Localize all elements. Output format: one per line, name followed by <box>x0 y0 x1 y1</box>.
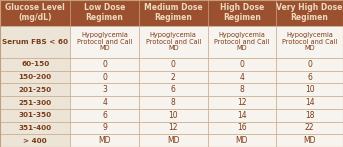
Bar <box>208 0 276 26</box>
Bar <box>139 71 208 83</box>
Text: Serum FBS < 60: Serum FBS < 60 <box>2 39 68 45</box>
Text: Hypoglycemia
Protocol and Call
MD: Hypoglycemia Protocol and Call MD <box>214 32 270 51</box>
Text: 22: 22 <box>305 123 314 132</box>
Text: 10: 10 <box>168 111 178 120</box>
Text: MD: MD <box>303 136 316 145</box>
Bar <box>70 26 139 58</box>
Text: > 400: > 400 <box>23 138 47 144</box>
Text: 0: 0 <box>239 60 244 69</box>
Text: 12: 12 <box>168 123 178 132</box>
Text: 14: 14 <box>305 98 315 107</box>
Bar <box>208 71 276 83</box>
Text: 0: 0 <box>171 60 176 69</box>
Bar <box>139 0 208 26</box>
Text: 18: 18 <box>305 111 314 120</box>
Text: Low Dose
Regimen: Low Dose Regimen <box>84 3 125 22</box>
Text: 0: 0 <box>102 73 107 82</box>
Bar <box>276 134 343 147</box>
Text: Hypoglycemia
Protocol and Call
MD: Hypoglycemia Protocol and Call MD <box>145 32 201 51</box>
Text: 201-250: 201-250 <box>19 87 52 93</box>
Text: Hypoglycemia
Protocol and Call
MD: Hypoglycemia Protocol and Call MD <box>77 32 132 51</box>
Bar <box>0 122 70 134</box>
Bar <box>70 71 139 83</box>
Text: 9: 9 <box>102 123 107 132</box>
Bar <box>208 26 276 58</box>
Text: 3: 3 <box>102 85 107 94</box>
Text: MD: MD <box>167 136 179 145</box>
Bar <box>70 109 139 122</box>
Text: Glucose Level
(mg/dL): Glucose Level (mg/dL) <box>5 3 65 22</box>
Text: 6: 6 <box>102 111 107 120</box>
Bar <box>208 58 276 71</box>
Text: 351-400: 351-400 <box>19 125 52 131</box>
Bar <box>0 96 70 109</box>
Text: Very High Dose
Regimen: Very High Dose Regimen <box>276 3 343 22</box>
Bar <box>208 83 276 96</box>
Text: 6: 6 <box>307 73 312 82</box>
Text: 0: 0 <box>102 60 107 69</box>
Bar <box>70 96 139 109</box>
Text: High Dose
Regimen: High Dose Regimen <box>220 3 264 22</box>
Bar <box>0 71 70 83</box>
Text: 301-350: 301-350 <box>19 112 52 118</box>
Bar <box>0 26 70 58</box>
Bar <box>0 134 70 147</box>
Text: 12: 12 <box>237 98 247 107</box>
Text: 4: 4 <box>102 98 107 107</box>
Bar <box>139 109 208 122</box>
Bar <box>276 83 343 96</box>
Text: 60-150: 60-150 <box>21 61 49 67</box>
Bar <box>276 26 343 58</box>
Bar <box>276 0 343 26</box>
Bar <box>139 26 208 58</box>
Text: 2: 2 <box>171 73 176 82</box>
Bar <box>276 71 343 83</box>
Text: 10: 10 <box>305 85 315 94</box>
Bar <box>276 96 343 109</box>
Text: 0: 0 <box>307 60 312 69</box>
Text: MD: MD <box>236 136 248 145</box>
Text: 16: 16 <box>237 123 247 132</box>
Bar <box>0 109 70 122</box>
Text: MD: MD <box>98 136 111 145</box>
Bar <box>0 58 70 71</box>
Bar <box>139 134 208 147</box>
Bar <box>139 58 208 71</box>
Bar <box>276 109 343 122</box>
Bar <box>70 83 139 96</box>
Bar <box>208 96 276 109</box>
Text: Hypoglycemia
Protocol and Call
MD: Hypoglycemia Protocol and Call MD <box>282 32 337 51</box>
Bar <box>208 109 276 122</box>
Text: 8: 8 <box>239 85 244 94</box>
Text: Medium Dose
Regimen: Medium Dose Regimen <box>144 3 202 22</box>
Text: 8: 8 <box>171 98 176 107</box>
Text: 251-300: 251-300 <box>19 100 52 106</box>
Bar <box>70 122 139 134</box>
Bar <box>139 83 208 96</box>
Bar <box>70 0 139 26</box>
Bar <box>70 134 139 147</box>
Bar <box>276 58 343 71</box>
Bar <box>208 122 276 134</box>
Text: 14: 14 <box>237 111 247 120</box>
Text: 6: 6 <box>171 85 176 94</box>
Text: 150-200: 150-200 <box>19 74 52 80</box>
Bar <box>139 122 208 134</box>
Bar <box>0 83 70 96</box>
Bar <box>208 134 276 147</box>
Bar <box>276 122 343 134</box>
Bar <box>70 58 139 71</box>
Text: 4: 4 <box>239 73 244 82</box>
Bar <box>0 0 70 26</box>
Bar <box>139 96 208 109</box>
